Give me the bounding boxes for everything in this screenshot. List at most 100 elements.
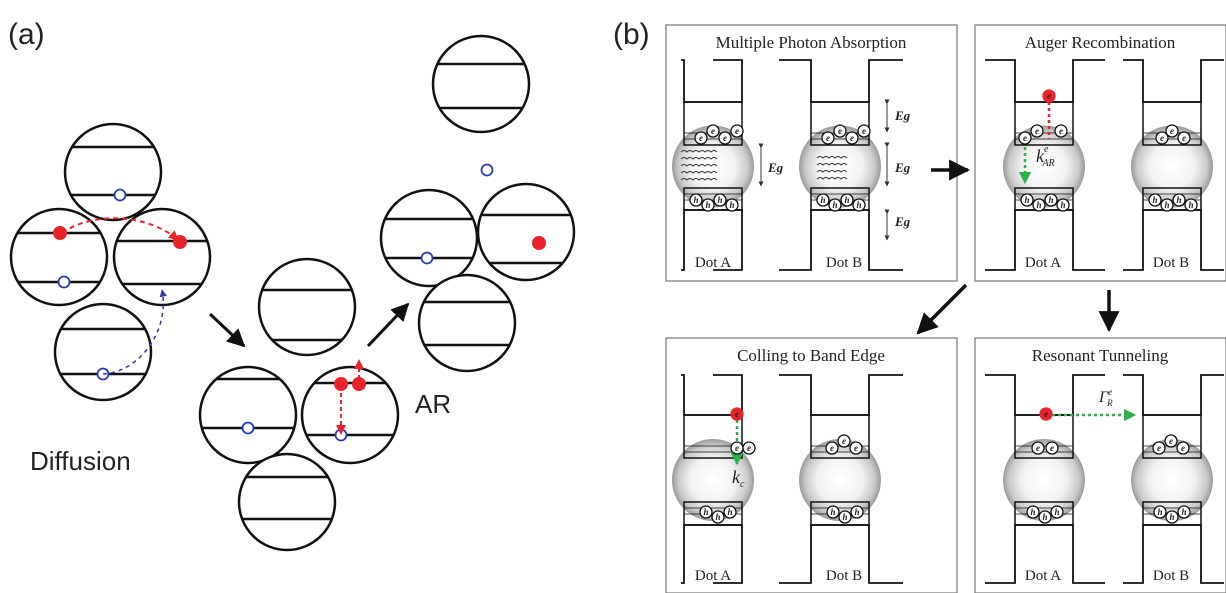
carrier-glyph: h [1060, 200, 1065, 210]
electron-carrier: e [849, 441, 863, 455]
photon-wave [816, 170, 848, 173]
hole-marker [241, 421, 255, 435]
electron-carrier: e [1155, 131, 1169, 145]
electron-carrier: e [1039, 407, 1053, 421]
valence-band-box [1142, 187, 1202, 211]
hole-marker [480, 163, 494, 177]
carrier-glyph: h [693, 195, 698, 205]
quantum-dot-circle [257, 257, 357, 357]
carrier-circle [821, 131, 835, 145]
carrier-glyph: h [820, 195, 825, 205]
electron-carrier: e [845, 131, 859, 145]
dot-a-label: Dot A [1025, 255, 1061, 271]
quantum-dot-circle [198, 365, 298, 465]
photon-wave [680, 157, 718, 160]
conduction-band-box [1142, 101, 1202, 146]
carrier-circle [718, 131, 732, 145]
carrier-glyph: h [727, 507, 732, 517]
flow-arrow [916, 283, 968, 335]
electron-carrier: e [1042, 89, 1056, 103]
electron-carrier: e [1045, 441, 1059, 455]
electron-carrier: e [718, 131, 732, 145]
quantum-dot-circles [9, 34, 576, 552]
electron-marker [334, 377, 348, 391]
hole-carrier: h [1026, 505, 1040, 519]
carrier-glyph: e [1157, 443, 1161, 453]
carrier-circle [1050, 505, 1064, 519]
carrier-glyph: e [723, 133, 727, 143]
carrier-circle [742, 441, 756, 455]
hole-carrier: h [1184, 198, 1198, 212]
electron-carrier: e [1030, 124, 1044, 138]
carrier-circle [711, 510, 725, 524]
hole-marker [420, 251, 434, 265]
carrier-glyph: e [838, 126, 842, 136]
carrier-glyph: h [1152, 195, 1157, 205]
carrier-circle [825, 441, 839, 455]
photon-wave [816, 156, 848, 159]
conduction-band-edge [1123, 59, 1224, 103]
hole-carrier: h [1032, 198, 1046, 212]
electron-marker [532, 236, 546, 250]
hole-carrier: h [699, 505, 713, 519]
quantum-dot-sphere [1003, 125, 1085, 208]
quantum-well [985, 374, 1105, 584]
electron-carrier: e [742, 441, 756, 455]
carrier-circle [850, 505, 864, 519]
photon-wave [680, 171, 718, 174]
carrier-circle [1176, 441, 1190, 455]
electron-carrier: e [1164, 434, 1178, 448]
diffusion-label: Diffusion [30, 446, 131, 476]
quantum-dot-circle [9, 207, 109, 307]
carrier-circle [725, 198, 739, 212]
hole-carrier: h [1172, 193, 1186, 207]
panel-b: (b) Multiple Photon Absorption Auger Rec… [613, 18, 1226, 593]
carrier-glyph: e [735, 443, 739, 453]
quantum-dot-circle [379, 188, 479, 288]
carrier-circle [828, 198, 842, 212]
hole-carrier: h [828, 198, 842, 212]
hole-carrier: h [1038, 510, 1052, 524]
hole-carrier: h [711, 510, 725, 524]
conduction-band-edge [1123, 374, 1224, 416]
box-title: Auger Recombination [1025, 33, 1176, 52]
carrier-glyph: h [729, 200, 734, 210]
electron-carrier: e [1031, 441, 1045, 455]
carrier-circle [816, 193, 830, 207]
quantum-dot-circle [63, 122, 163, 222]
quantum-dot-sphere [1131, 125, 1213, 208]
carrier-circle [1020, 193, 1034, 207]
carrier-circle [1032, 198, 1046, 212]
carrier-glyph: h [1157, 507, 1162, 517]
carrier-circle [1165, 510, 1179, 524]
carrier-glyph: h [717, 195, 722, 205]
conduction-band-box [810, 101, 870, 146]
carrier-glyph: e [1169, 436, 1173, 446]
carrier-glyph: h [830, 507, 835, 517]
quantum-dot-circle [476, 182, 576, 282]
photon-wave [680, 164, 718, 167]
carrier-circle [1148, 193, 1162, 207]
carrier-circle [1152, 441, 1166, 455]
carrier-circle [694, 131, 708, 145]
quantum-dot-circle [300, 365, 400, 465]
carrier-circle [1184, 198, 1198, 212]
photon-wave [816, 177, 848, 180]
hole-carrier: h [1044, 193, 1058, 207]
electron-carrier: e [837, 434, 851, 448]
carrier-circle [1031, 441, 1045, 455]
electron-carrier: e [1177, 131, 1191, 145]
dot-b-label: Dot B [1153, 568, 1189, 584]
photon-wave [816, 163, 848, 166]
photon-wave [680, 178, 718, 181]
hole-carrier: h [713, 193, 727, 207]
quantum-dot-circle [53, 302, 153, 402]
carrier-glyph: e [1170, 126, 1174, 136]
box-resonant-tunneling [974, 337, 1226, 593]
valence-band-box [810, 187, 870, 211]
carrier-circle [699, 505, 713, 519]
quantum-dot-circle [417, 273, 517, 373]
hole-carrier: h [701, 198, 715, 212]
carrier-glyph: e [830, 443, 834, 453]
